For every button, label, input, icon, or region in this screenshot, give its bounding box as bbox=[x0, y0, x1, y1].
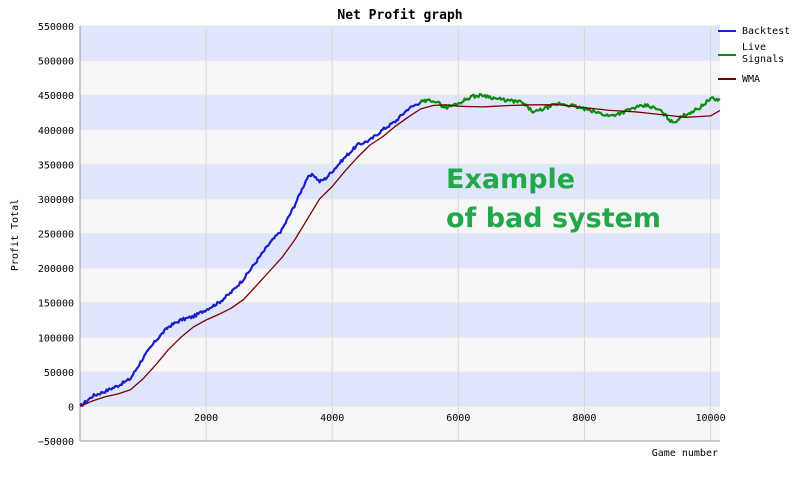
legend-label-backtest: Backtest bbox=[742, 26, 790, 37]
y-axis-label: Profit Total bbox=[10, 199, 21, 271]
annotation-line-2: of bad system bbox=[446, 203, 661, 234]
background-band bbox=[80, 302, 720, 338]
x-tick-label: 10000 bbox=[695, 413, 725, 424]
x-tick-labels: 2000 4000 6000 8000 10000 bbox=[194, 413, 726, 424]
y-tick-label: −50000 bbox=[38, 437, 74, 448]
y-tick-label: 50000 bbox=[44, 368, 74, 379]
background-band bbox=[80, 233, 720, 269]
legend-label-live-signals-part: Signals bbox=[742, 54, 784, 65]
background-band bbox=[80, 60, 720, 96]
background-band bbox=[80, 26, 720, 61]
background-band bbox=[80, 268, 720, 303]
background-band bbox=[80, 337, 720, 372]
y-tick-label: 200000 bbox=[38, 264, 74, 275]
y-tick-label: 150000 bbox=[38, 299, 74, 310]
legend-label-live-signals: Live Signals bbox=[742, 42, 784, 65]
y-tick-label: 450000 bbox=[38, 91, 74, 102]
background-band bbox=[80, 406, 720, 441]
chart-title: Net Profit graph bbox=[337, 8, 462, 23]
y-tick-label: 500000 bbox=[38, 57, 74, 68]
x-tick-label: 8000 bbox=[572, 413, 596, 424]
y-tick-label: 100000 bbox=[38, 333, 74, 344]
axes bbox=[79, 26, 720, 442]
background-band bbox=[80, 164, 720, 199]
background-band bbox=[80, 129, 720, 165]
y-tick-label: 350000 bbox=[38, 160, 74, 171]
annotation-line-1: Example bbox=[446, 164, 575, 195]
legend: Backtest Live Signals WMA bbox=[718, 26, 790, 85]
series-line-live-signals bbox=[419, 93, 721, 124]
legend-label-wma: WMA bbox=[742, 74, 760, 85]
background-bands bbox=[80, 26, 720, 441]
series-line-wma bbox=[79, 104, 721, 407]
x-tick-label: 4000 bbox=[320, 413, 344, 424]
background-band bbox=[80, 371, 720, 407]
series-line-backtest bbox=[79, 101, 422, 407]
x-tick-label: 6000 bbox=[446, 413, 470, 424]
background-band bbox=[80, 95, 720, 130]
y-tick-label: 300000 bbox=[38, 195, 74, 206]
x-tick-label: 2000 bbox=[194, 413, 218, 424]
y-tick-label: 250000 bbox=[38, 230, 74, 241]
y-tick-label: 0 bbox=[68, 402, 74, 413]
legend-label-live-signals-part: Live bbox=[742, 42, 766, 53]
y-tick-label: 550000 bbox=[38, 22, 74, 33]
background-band bbox=[80, 198, 720, 234]
series-lines bbox=[79, 93, 721, 407]
x-axis-label: Game number bbox=[652, 448, 718, 459]
y-tick-labels: −50000 0 50000 100000 150000 200000 250000 3000… bbox=[38, 22, 74, 448]
y-tick-label: 400000 bbox=[38, 126, 74, 137]
